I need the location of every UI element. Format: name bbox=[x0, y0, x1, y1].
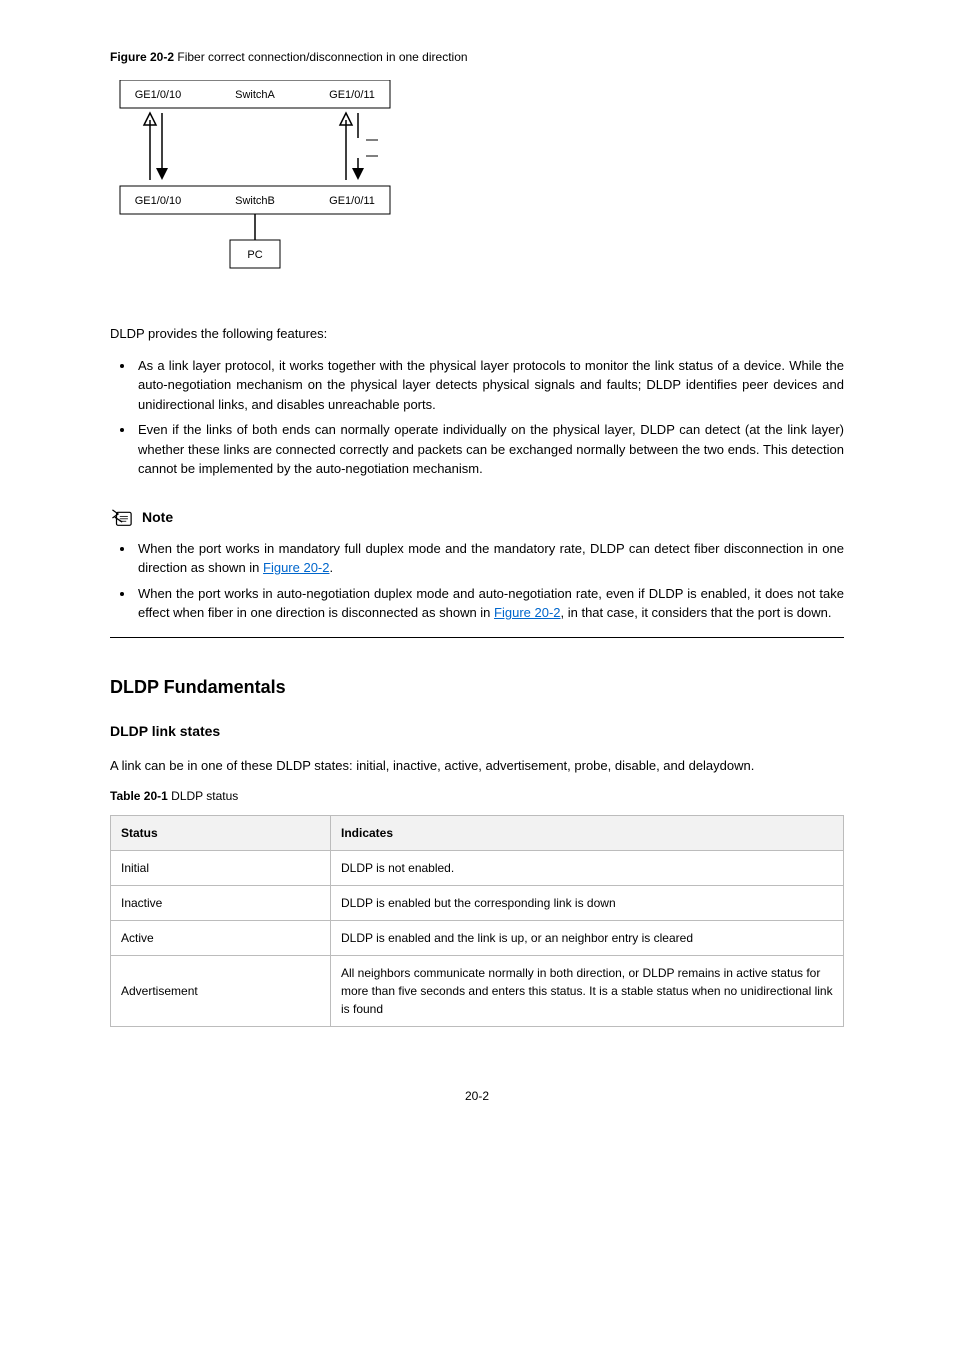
table-cell: Active bbox=[111, 921, 331, 956]
table-cell: Advertisement bbox=[111, 956, 331, 1027]
figure-link[interactable]: Figure 20-2 bbox=[494, 605, 560, 620]
table-caption: Table 20-1 DLDP status bbox=[110, 787, 844, 805]
section-heading: DLDP Fundamentals bbox=[110, 674, 844, 701]
table-row: Active DLDP is enabled and the link is u… bbox=[111, 921, 844, 956]
table-cell: All neighbors communicate normally in bo… bbox=[331, 956, 844, 1027]
feature-item: Even if the links of both ends can norma… bbox=[138, 420, 844, 479]
table-row: Inactive DLDP is enabled but the corresp… bbox=[111, 886, 844, 921]
table-row: Initial DLDP is not enabled. bbox=[111, 851, 844, 886]
note-text: , in that case, it considers that the po… bbox=[561, 605, 832, 620]
table-row: Advertisement All neighbors communicate … bbox=[111, 956, 844, 1027]
page-number: 20-2 bbox=[110, 1087, 844, 1105]
diag-bot-left-port: GE1/0/10 bbox=[135, 195, 181, 207]
table-number: Table 20-1 bbox=[110, 789, 168, 803]
table-cell: DLDP is enabled but the corresponding li… bbox=[331, 886, 844, 921]
figure-diagram: GE1/0/10 SwitchA GE1/0/11 GE1/0/10 Switc… bbox=[110, 80, 844, 290]
feature-list: As a link layer protocol, it works toget… bbox=[110, 356, 844, 479]
table-header: Indicates bbox=[331, 816, 844, 851]
figure-link[interactable]: Figure 20-2 bbox=[263, 560, 329, 575]
diag-bot-right-port: GE1/0/11 bbox=[329, 195, 375, 207]
table-cell: DLDP is not enabled. bbox=[331, 851, 844, 886]
intro-text: DLDP provides the following features: bbox=[110, 324, 844, 344]
table-title: DLDP status bbox=[171, 789, 238, 803]
note-item: When the port works in mandatory full du… bbox=[138, 539, 844, 578]
diag-pc-label: PC bbox=[247, 249, 262, 261]
table-cell: Initial bbox=[111, 851, 331, 886]
table-header-row: Status Indicates bbox=[111, 816, 844, 851]
diag-top-switch: SwitchA bbox=[235, 89, 275, 101]
diag-top-left-port: GE1/0/10 bbox=[135, 89, 181, 101]
diag-top-right-port: GE1/0/11 bbox=[329, 89, 375, 101]
note-text: When the port works in mandatory full du… bbox=[138, 541, 844, 576]
figure-number: Figure 20-2 bbox=[110, 50, 174, 64]
note-item: When the port works in auto-negotiation … bbox=[138, 584, 844, 623]
figure-title: Fiber correct connection/disconnection i… bbox=[177, 50, 467, 64]
subsection-heading: DLDP link states bbox=[110, 721, 844, 742]
note-block: Note When the port works in mandatory fu… bbox=[110, 507, 844, 638]
table-cell: DLDP is enabled and the link is up, or a… bbox=[331, 921, 844, 956]
diag-bot-switch: SwitchB bbox=[235, 195, 275, 207]
note-text: . bbox=[330, 560, 334, 575]
feature-item: As a link layer protocol, it works toget… bbox=[138, 356, 844, 415]
table-cell: Inactive bbox=[111, 886, 331, 921]
note-title: Note bbox=[142, 507, 173, 528]
figure-caption: Figure 20-2 Fiber correct connection/dis… bbox=[110, 48, 844, 66]
table-header: Status bbox=[111, 816, 331, 851]
note-icon bbox=[110, 507, 136, 529]
note-list: When the port works in mandatory full du… bbox=[110, 539, 844, 623]
section-text: A link can be in one of these DLDP state… bbox=[110, 756, 844, 776]
dldp-status-table: Status Indicates Initial DLDP is not ena… bbox=[110, 815, 844, 1027]
